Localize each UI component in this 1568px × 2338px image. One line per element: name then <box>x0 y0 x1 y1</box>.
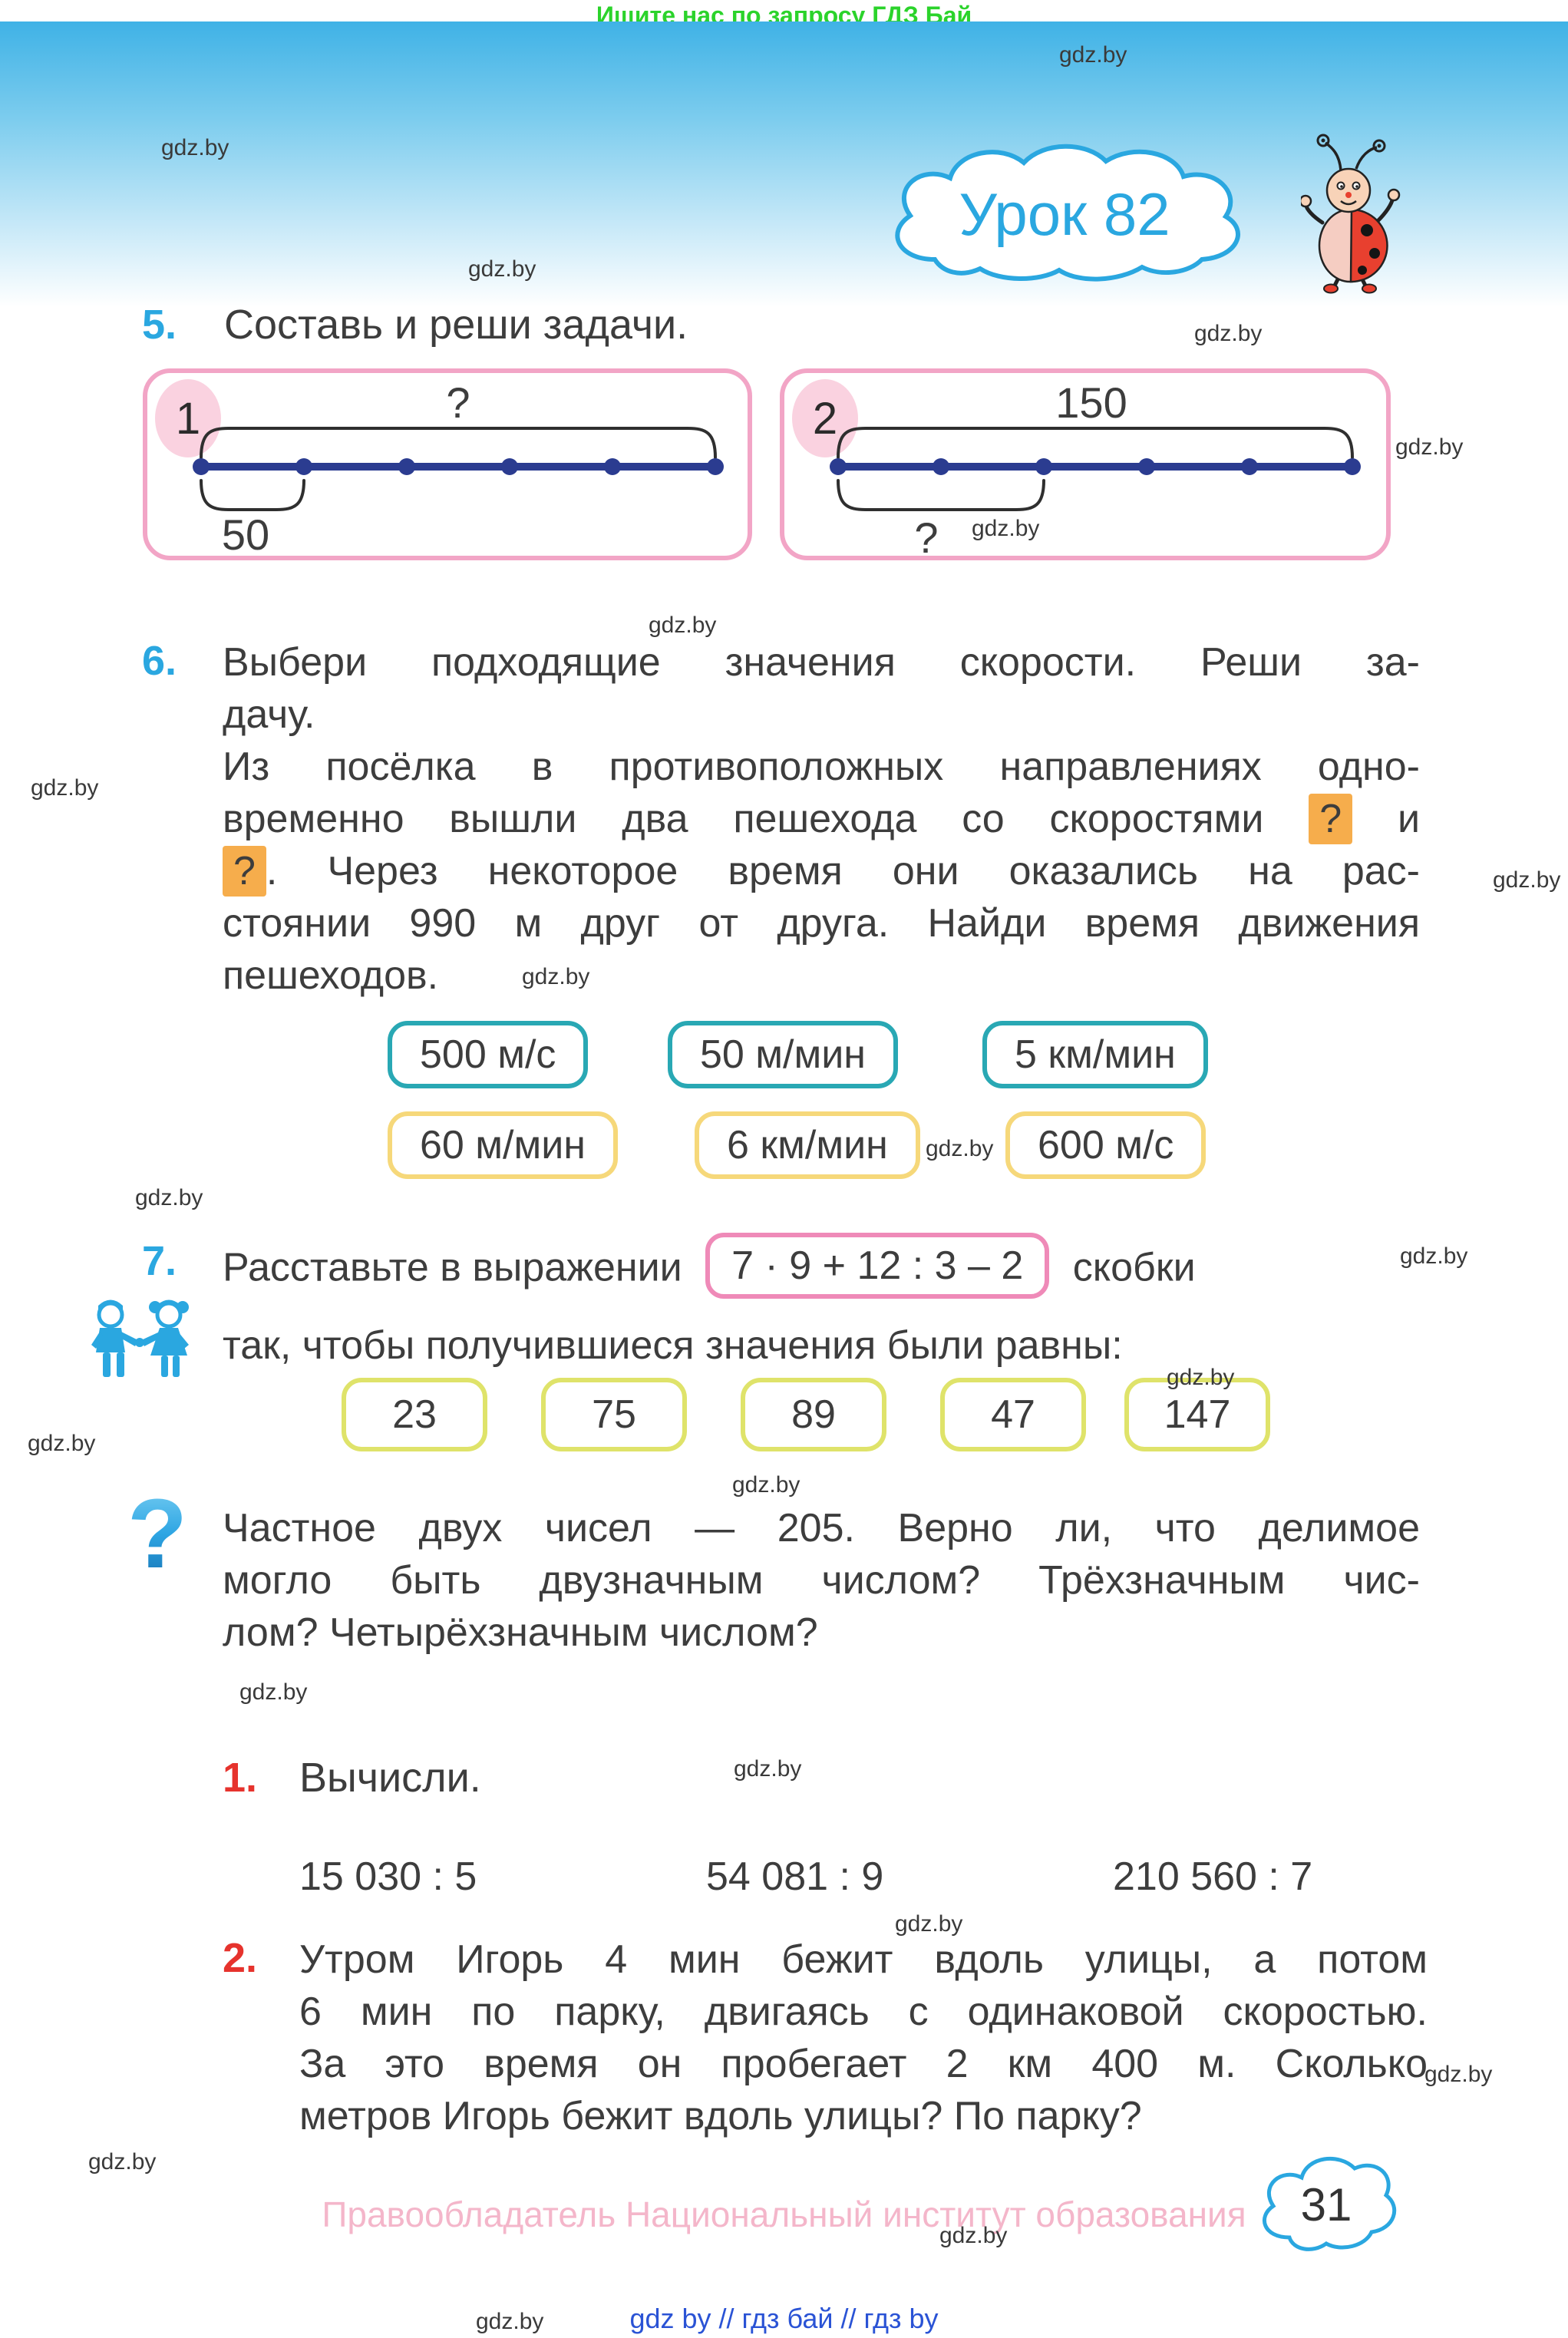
watermark: gdz.by <box>734 1756 802 1782</box>
homework2-line2: 6 мин по парку, двигаясь с одинаковой ск… <box>299 1990 1428 2034</box>
homework2-line3: За это время он пробегает 2 км 400 м. Ск… <box>299 2042 1428 2086</box>
task6-line1: Выбери подходящие значения скорости. Реш… <box>223 640 1420 685</box>
task6-line7: пешеходов. <box>223 953 439 998</box>
watermark: gdz.by <box>31 775 99 801</box>
homework-dashed-border <box>104 1680 880 2050</box>
diagram-2-number-line: 150 ? <box>830 378 1361 556</box>
question-line3: лом? Четырёхзначным числом? <box>223 1610 818 1655</box>
header-banner <box>0 21 1568 307</box>
watermark: gdz.by <box>239 1679 308 1705</box>
svg-text:?: ? <box>127 1481 187 1589</box>
diagram-1: 1 ? 50 <box>143 368 752 560</box>
diagram-1-bottom-label: 50 <box>222 510 269 556</box>
speed-placeholder-2: ? <box>223 846 266 897</box>
task7-number: 7. <box>142 1238 177 1284</box>
page-number-cloud: 31 <box>1263 2156 1397 2251</box>
watermark: gdz.by <box>1194 321 1263 346</box>
diagram-2: 2 150 ? <box>780 368 1391 560</box>
answer-box-75: 75 <box>541 1378 687 1451</box>
homework2-line4: метров Игорь бежит вдоль улицы? По парку… <box>299 2094 1142 2138</box>
task7-expression-box: 7 · 9 + 12 : 3 – 2 <box>705 1233 1050 1299</box>
question-line1: Частное двух чисел — 205. Верно ли, что … <box>223 1506 1420 1550</box>
task6-line5: ?. Через некоторое время они оказались н… <box>223 846 1420 897</box>
footer-links[interactable]: gdz by // гдз бай // гдз by <box>629 2303 939 2334</box>
watermark: gdz.by <box>1400 1243 1468 1269</box>
pair-work-kids-icon <box>91 1299 189 1377</box>
task5-number: 5. <box>142 302 177 348</box>
watermark: gdz.by <box>732 1472 801 1498</box>
diagram-1-top-label: ? <box>446 378 470 427</box>
task5-title: Составь и реши задачи. <box>224 302 688 348</box>
answer-box-147: 147 <box>1124 1378 1270 1451</box>
task7-line2: так, чтобы получившиеся значения были ра… <box>223 1323 1123 1368</box>
watermark: gdz.by <box>1493 867 1561 893</box>
watermark: gdz.by <box>476 2309 544 2334</box>
task6-line5-text: . Через некоторое время они оказались на… <box>266 849 1420 893</box>
watermark: gdz.by <box>1395 434 1464 460</box>
homework1-expression-2: 54 081 : 9 <box>706 1854 884 1899</box>
watermark: gdz.by <box>522 964 590 989</box>
speed-option-50mmin: 50 м/мин <box>668 1021 898 1088</box>
homework1-number: 1. <box>223 1755 258 1801</box>
task6-line4-text: временно вышли два пешехода со скоростям… <box>223 797 1264 841</box>
diagram-2-top-label: 150 <box>1055 378 1127 427</box>
speed-option-5kmmin: 5 км/мин <box>982 1021 1208 1088</box>
task6-number: 6. <box>142 638 177 684</box>
homework1-title: Вычисли. <box>299 1755 481 1801</box>
homework1-expression-3: 210 560 : 7 <box>1113 1854 1313 1899</box>
task6-line2: дачу. <box>223 692 315 737</box>
homework2-number: 2. <box>223 1935 258 1981</box>
watermark: gdz.by <box>649 613 717 638</box>
watermark: gdz.by <box>1059 42 1127 68</box>
lesson-title: Урок 82 <box>959 180 1170 248</box>
task7-text-after: скобки <box>1072 1245 1196 1290</box>
task7-text-before: Расставьте в выражении <box>223 1245 682 1290</box>
ladybug-icon <box>1301 134 1401 294</box>
copyright-text: Правообладатель Национальный институт об… <box>322 2194 1246 2234</box>
task7-line1: Расставьте в выражении 7 · 9 + 12 : 3 – … <box>223 1233 1420 1322</box>
watermark: gdz.by <box>28 1431 96 1456</box>
watermark: gdz.by <box>1424 2062 1493 2087</box>
lesson-cloud: Урок 82 <box>895 144 1240 282</box>
watermark: gdz.by <box>895 1911 963 1937</box>
speed-placeholder-1: ? <box>1309 794 1353 844</box>
speed-option-6kmmin: 6 км/мин <box>695 1111 920 1179</box>
task6-line4-conj: и <box>1397 797 1421 841</box>
diagram-2-bottom-label: ? <box>914 514 938 556</box>
speed-option-500ms: 500 м/с <box>388 1021 589 1088</box>
watermark: gdz.by <box>135 1185 203 1210</box>
watermark: gdz.by <box>1167 1365 1235 1390</box>
watermark: gdz.by <box>939 2223 1008 2248</box>
homework1-expression-1: 15 030 : 5 <box>299 1854 477 1899</box>
task6-line3: Из посёлка в противоположных направления… <box>223 745 1420 789</box>
watermark: gdz.by <box>926 1136 994 1161</box>
speed-option-600ms: 600 м/с <box>1005 1111 1207 1179</box>
answer-box-89: 89 <box>741 1378 886 1451</box>
page-number: 31 <box>1301 2179 1352 2231</box>
diagram-1-number-line: ? 50 <box>193 378 724 556</box>
question-line2: могло быть двузначным числом? Трёхзначны… <box>223 1558 1420 1603</box>
watermark: gdz.by <box>88 2149 157 2175</box>
speed-option-60mmin: 60 м/мин <box>388 1111 618 1179</box>
task6-line4: временно вышли два пешехода со скоростям… <box>223 794 1420 844</box>
homework2-line1: Утром Игорь 4 мин бежит вдоль улицы, а п… <box>299 1937 1428 1982</box>
task6-line6: стоянии 990 м друг от друга. Найди время… <box>223 901 1420 946</box>
watermark: gdz.by <box>468 256 536 282</box>
watermark: gdz.by <box>161 135 229 160</box>
diagram-1-badge: 1 <box>155 379 221 457</box>
answer-box-23: 23 <box>342 1378 487 1451</box>
diagram-2-badge: 2 <box>792 379 858 457</box>
answer-box-47: 47 <box>940 1378 1086 1451</box>
question-mark-icon: ? <box>127 1481 187 1589</box>
watermark: gdz.by <box>972 516 1040 541</box>
